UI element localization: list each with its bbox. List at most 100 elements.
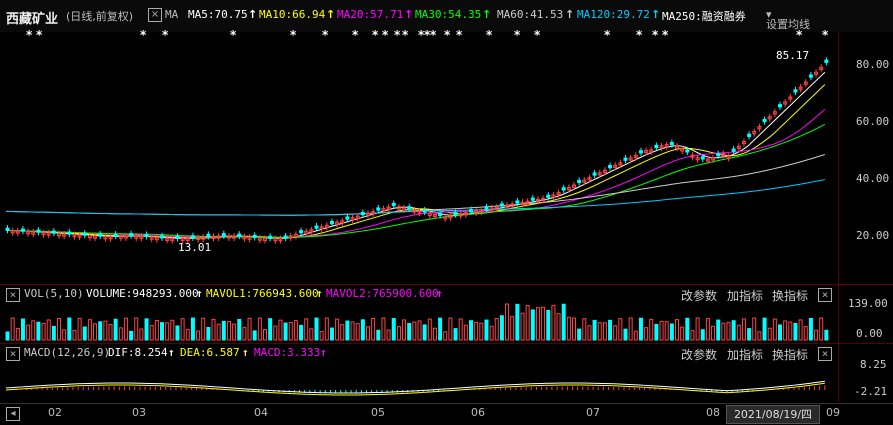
event-star-icon[interactable]: * — [822, 28, 829, 42]
volume-bar — [350, 321, 355, 341]
volume-bar — [520, 312, 525, 341]
volume-bar — [51, 325, 56, 341]
event-star-icon[interactable]: * — [382, 28, 389, 42]
macd-close-icon[interactable]: × — [6, 347, 20, 361]
event-star-icon[interactable]: * — [424, 28, 431, 42]
candle — [381, 208, 386, 212]
event-star-icon[interactable]: * — [372, 28, 379, 42]
event-star-icon[interactable]: * — [514, 28, 521, 42]
volume-bar — [160, 322, 164, 341]
candle — [463, 212, 468, 216]
candle — [515, 200, 520, 204]
volume-bar — [299, 324, 304, 341]
macd-swap-indicator-button[interactable]: 换指标 — [772, 348, 809, 362]
candle — [278, 237, 283, 242]
event-star-icon[interactable]: * — [402, 28, 409, 42]
candle — [716, 153, 721, 157]
candle — [113, 233, 118, 237]
vol-panel-close-icon[interactable]: × — [818, 288, 832, 302]
candle — [633, 154, 638, 159]
volume-bar — [257, 317, 262, 341]
candle — [798, 86, 803, 90]
macd-panel-close-icon[interactable]: × — [818, 347, 832, 361]
event-star-icon[interactable]: * — [456, 28, 463, 42]
event-star-icon[interactable]: * — [322, 28, 329, 42]
volume-bar — [391, 317, 396, 341]
volume-bar — [118, 327, 123, 341]
event-star-icon[interactable]: * — [444, 28, 451, 42]
volume-bar — [778, 324, 782, 341]
macd-add-indicator-button[interactable]: 加指标 — [727, 348, 764, 362]
vol-name: VOL(5,10) — [24, 287, 84, 300]
volume-chart[interactable] — [0, 302, 893, 342]
event-star-icon[interactable]: * — [418, 28, 425, 42]
volume-bar — [154, 319, 159, 341]
volume-bar — [479, 322, 484, 341]
event-star-icon[interactable]: * — [604, 28, 611, 42]
candle — [309, 229, 314, 233]
candle — [613, 164, 618, 168]
volume-bar — [489, 325, 494, 341]
vol-close-icon[interactable]: × — [6, 288, 20, 302]
event-star-icon[interactable]: * — [534, 28, 541, 42]
candle — [268, 235, 273, 239]
volume-bar — [690, 330, 695, 341]
vol-header: × VOL(5,10) VOLUME:948293.000 ↑ MAVOL1:7… — [0, 285, 893, 303]
vol-add-indicator-button[interactable]: 加指标 — [727, 289, 764, 303]
ma-line-20 — [5, 108, 826, 238]
ma60-value: MA60:41.53 — [497, 8, 564, 21]
volume-bar — [783, 320, 788, 341]
period-label: (日线,前复权) — [66, 10, 134, 23]
event-star-icon[interactable]: * — [636, 28, 643, 42]
candle — [669, 142, 674, 146]
volume-bar — [407, 322, 412, 341]
candle — [386, 206, 391, 210]
event-star-icon[interactable]: * — [140, 28, 147, 42]
volume-bar — [788, 321, 793, 341]
event-star-icon[interactable]: * — [430, 28, 437, 42]
candle — [541, 197, 546, 202]
event-star-icon[interactable]: * — [486, 28, 493, 42]
volume-bar — [602, 322, 607, 341]
volume-bar — [592, 319, 597, 341]
event-star-icon[interactable]: * — [230, 28, 237, 42]
volume-bar — [664, 321, 669, 341]
price-tick-20: 20.00 — [856, 229, 890, 242]
volume-bar — [597, 322, 602, 341]
price-chart[interactable] — [0, 30, 893, 285]
vol-change-params-button[interactable]: 改参数 — [681, 289, 718, 303]
event-star-icon[interactable]: * — [352, 28, 359, 42]
event-star-icon[interactable]: * — [796, 28, 803, 42]
event-star-icon[interactable]: * — [652, 28, 659, 42]
candle — [685, 149, 690, 153]
volume-bar — [772, 318, 777, 341]
candle — [154, 236, 159, 241]
candle — [458, 213, 463, 217]
macd-tick-max: 8.25 — [860, 358, 887, 371]
ma-settings-dropdown[interactable]: 设置均线 ▾ — [766, 8, 810, 31]
volume-bar — [417, 320, 422, 341]
volume-bar — [149, 325, 154, 341]
event-star-icon[interactable]: * — [290, 28, 297, 42]
candle — [273, 238, 278, 242]
volume-bar — [644, 327, 649, 341]
event-star-icon[interactable]: * — [394, 28, 401, 42]
macd-change-params-button[interactable]: 改参数 — [681, 348, 718, 362]
volume-bar — [463, 324, 468, 341]
period-close-icon[interactable]: × — [148, 8, 162, 22]
candle — [252, 234, 257, 239]
event-star-icon[interactable]: * — [162, 28, 169, 42]
candle — [160, 235, 164, 239]
event-star-icon[interactable]: * — [26, 28, 33, 42]
volume-bar — [57, 318, 61, 341]
candle — [597, 172, 602, 176]
candle — [263, 237, 267, 241]
event-star-icon[interactable]: * — [662, 28, 669, 42]
macd-chart[interactable] — [0, 362, 893, 404]
volume-bar — [31, 320, 36, 341]
volume-bar — [185, 328, 190, 341]
vol-swap-indicator-button[interactable]: 换指标 — [772, 289, 809, 303]
event-star-icon[interactable]: * — [36, 28, 43, 42]
ma-line-60 — [5, 154, 826, 216]
scroll-left-icon[interactable]: ◂ — [6, 407, 20, 421]
